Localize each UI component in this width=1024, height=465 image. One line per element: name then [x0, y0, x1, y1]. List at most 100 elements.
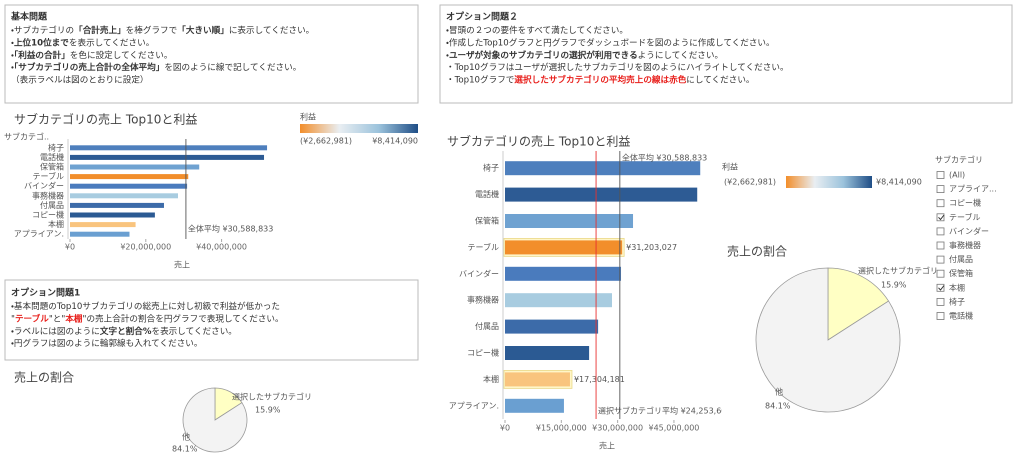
- slice-value: 15.9%: [255, 406, 281, 415]
- text-segment: ・作成したTop10グラフと円グラフでダッシュボードを図のように作成してください…: [446, 36, 775, 48]
- text-segment: に表示してください。: [229, 25, 314, 36]
- text-segment: "の売上合計の割合を円グラフで表現してください。: [83, 312, 284, 324]
- y-tick-label: アプライアン.: [14, 230, 64, 239]
- checkbox[interactable]: [936, 312, 945, 320]
- text-segment: "と": [49, 313, 66, 324]
- y-tick-label: テーブル: [32, 171, 64, 181]
- checkbox[interactable]: [936, 171, 945, 179]
- pie-slice: [182, 387, 248, 453]
- filter-item[interactable]: 保管箱: [949, 268, 973, 278]
- bar: [505, 214, 634, 228]
- y-tick-label: 電話機: [475, 189, 499, 199]
- filter-item[interactable]: 付属品: [949, 254, 973, 264]
- text-segment: ・円グラフは図のように輪郭線も入れてください。: [11, 337, 202, 349]
- box-line: ・Top10グラフで選択したサブカテゴリの平均売上の線は赤色にしてください。: [446, 73, 755, 85]
- box-line: "テーブル"と"本棚"の売上合計の割合を円グラフで表現してください。: [11, 312, 284, 324]
- y-tick-label: バインダー: [24, 181, 64, 191]
- box-line: ・円グラフは図のように輪郭線も入れてください。: [11, 337, 202, 349]
- checkbox[interactable]: [936, 241, 945, 250]
- text-segment: ": [11, 314, 15, 324]
- bar: [505, 319, 599, 334]
- legend-min: (¥2,662,981): [300, 137, 352, 146]
- bar: [70, 145, 268, 151]
- x-tick-label: ¥40,000,000: [196, 243, 247, 252]
- filter-item[interactable]: コピー機: [949, 198, 981, 208]
- box-line: （表示ラベルは図のとおりに設定）: [11, 74, 149, 85]
- filter-item[interactable]: バインダー: [949, 226, 989, 236]
- checkbox[interactable]: [936, 269, 945, 278]
- text-segment: 選択したサブカテゴリの平均売上の線は赤色: [514, 73, 686, 85]
- text-segment: 「利益の合計」: [14, 48, 70, 60]
- bar: [505, 372, 570, 387]
- chart-title: サブカテゴリの売上 Top10と利益: [447, 134, 630, 149]
- bar: [70, 164, 200, 170]
- box-line: ・サブカテゴリの「合計売上」を棒グラフで「大きい順」に表示してください。: [11, 24, 314, 36]
- slice-value: 84.1%: [172, 445, 198, 454]
- y-tick-label: 事務機器: [467, 295, 499, 305]
- filter-item[interactable]: 本棚: [949, 282, 965, 292]
- box-title: オプション問題２: [446, 11, 518, 23]
- legend-gradient: [786, 176, 872, 188]
- text-segment: ・基本問題のTop10サブカテゴリの総売上に対し初級で利益が低かった: [11, 300, 280, 312]
- pie-slice: [755, 267, 901, 413]
- value-label: ¥17,304,181: [574, 375, 625, 384]
- bar: [70, 222, 136, 228]
- legend-title: 利益: [300, 112, 316, 122]
- filter-item[interactable]: アプライア...: [949, 185, 997, 194]
- filter-item[interactable]: 事務機器: [949, 240, 981, 250]
- checkbox[interactable]: [936, 297, 945, 306]
- text-segment: を棒グラフで: [126, 24, 178, 36]
- checkbox[interactable]: [936, 185, 945, 194]
- box-line: ・「サブカテゴリの売上合計の全体平均」を図のように線で記してください。: [11, 61, 301, 73]
- text-segment: ・サブカテゴリの: [11, 24, 74, 36]
- legend-max: ¥8,414,090: [372, 137, 418, 146]
- checkbox[interactable]: [936, 255, 945, 264]
- value-label: ¥31,203,027: [626, 243, 677, 252]
- x-tick-label: ¥15,000,000: [536, 424, 587, 433]
- text-segment: ユーザが対象のサブカテゴリの選択が利用できる: [449, 48, 638, 60]
- slice-label: 選択したサブカテゴリ: [232, 392, 312, 402]
- y-tick-label: テーブル: [467, 242, 499, 252]
- filter-item[interactable]: 椅子: [949, 296, 965, 306]
- checkbox[interactable]: [936, 227, 945, 236]
- bar: [70, 212, 155, 218]
- x-tick-label: ¥45,000,000: [648, 424, 699, 433]
- text-segment: ・: [446, 50, 449, 60]
- y-tick-label: コピー機: [467, 348, 499, 358]
- filter-item[interactable]: (All): [949, 171, 965, 180]
- bar: [505, 266, 622, 281]
- y-tick-label: コピー機: [32, 210, 64, 220]
- text-segment: 上位10位まで: [14, 36, 69, 48]
- checkmark: [938, 214, 945, 221]
- basic-box: [4, 4, 419, 104]
- text-segment: ・ラベルには図のように: [11, 325, 100, 336]
- text-segment: ・: [11, 38, 14, 48]
- y-tick-label: 椅子: [48, 142, 64, 152]
- chart-title: 売上の割合: [727, 244, 787, 259]
- checkbox[interactable]: [936, 213, 945, 222]
- checkbox[interactable]: [936, 199, 945, 208]
- bar: [70, 231, 130, 237]
- bar: [70, 202, 164, 208]
- left-chart: サブカテゴ.. ¥0 ¥20,000,000 ¥40,000,000 売上 椅子電話機保管…: [4, 132, 273, 270]
- y-header: サブカテゴ..: [4, 132, 49, 142]
- reference-label: 全体平均 ¥30,588,833: [622, 153, 707, 163]
- text-segment: ・Top10グラフはユーザが選択したサブカテゴリを図のようにハイライトしてくださ…: [446, 61, 789, 73]
- text-segment: 本棚: [64, 312, 83, 324]
- bar: [70, 183, 188, 189]
- filter-item[interactable]: 電話機: [949, 311, 973, 321]
- x-tick-label: ¥0: [500, 424, 510, 433]
- checkbox[interactable]: [936, 283, 945, 292]
- filter-item[interactable]: テーブル: [949, 212, 981, 222]
- legend-gradient: [300, 124, 418, 133]
- text-segment: ようにしてください。: [638, 49, 723, 60]
- x-tick-label: ¥20,000,000: [120, 243, 171, 252]
- text-segment: 「サブカテゴリの売上合計の全体平均」: [14, 61, 164, 73]
- chart-title: 売上の割合: [14, 370, 74, 385]
- box-line: ・ユーザが対象のサブカテゴリの選択が利用できるようにしてください。: [446, 48, 723, 60]
- x-axis-label: 売上: [599, 441, 615, 451]
- box-line: ・作成したTop10グラフと円グラフでダッシュボードを図のように作成してください…: [446, 36, 775, 48]
- text-segment: にしてください。: [686, 74, 754, 85]
- y-tick-label: 本棚: [483, 374, 499, 384]
- filter-title: サブカテゴリ: [935, 155, 983, 165]
